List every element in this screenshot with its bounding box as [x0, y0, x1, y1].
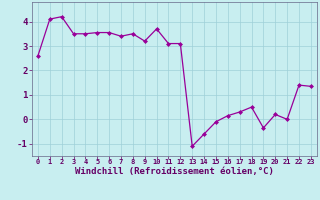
X-axis label: Windchill (Refroidissement éolien,°C): Windchill (Refroidissement éolien,°C): [75, 167, 274, 176]
